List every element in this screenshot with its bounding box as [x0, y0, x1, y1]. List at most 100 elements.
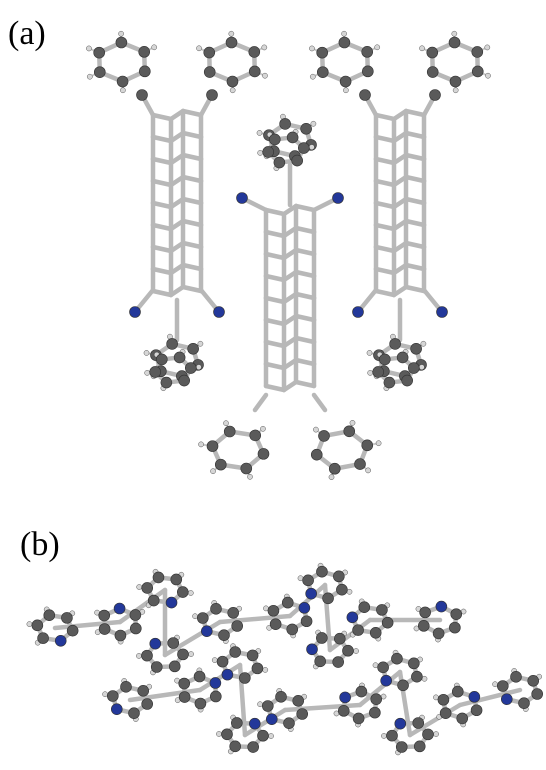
atom	[387, 730, 398, 741]
atom	[207, 90, 218, 101]
atom	[196, 46, 201, 51]
atom	[333, 193, 344, 204]
atom	[378, 662, 389, 673]
atom	[44, 610, 55, 621]
bond	[406, 265, 424, 269]
bond	[296, 294, 314, 298]
bond	[376, 247, 394, 251]
atom	[102, 692, 107, 697]
atom	[231, 717, 242, 728]
atom	[420, 607, 431, 618]
bond	[183, 133, 201, 137]
atom	[298, 143, 309, 154]
atom	[32, 620, 43, 631]
atom	[128, 708, 139, 719]
atom	[362, 66, 373, 77]
atom	[222, 669, 233, 680]
atom	[418, 620, 429, 631]
atom	[150, 638, 161, 649]
atom	[262, 45, 267, 50]
atom	[356, 686, 367, 697]
atom	[248, 742, 259, 753]
bond	[296, 250, 314, 254]
atom	[362, 440, 373, 451]
atom	[370, 627, 381, 638]
atom	[86, 46, 91, 51]
molecule-art	[27, 31, 543, 755]
bond	[376, 159, 394, 163]
atom	[215, 459, 226, 470]
atom	[282, 597, 293, 608]
atom	[130, 307, 141, 318]
figure: (a) (b)	[0, 0, 546, 770]
atom	[501, 694, 512, 705]
atom	[61, 612, 72, 623]
atom	[532, 688, 543, 699]
atom	[316, 566, 327, 577]
atom	[151, 661, 162, 672]
atom	[430, 90, 441, 101]
atom	[150, 366, 161, 377]
panel-label: (a)	[8, 15, 46, 52]
atom	[301, 616, 312, 627]
atom	[136, 653, 141, 658]
bond	[183, 155, 201, 159]
atom	[139, 46, 150, 57]
bond	[266, 386, 284, 390]
atom	[336, 584, 347, 595]
atom	[452, 686, 463, 697]
atom	[408, 363, 419, 374]
bond	[406, 111, 424, 115]
atom	[471, 705, 482, 716]
atom	[311, 449, 322, 460]
atom	[438, 694, 449, 705]
bond	[266, 342, 284, 346]
atom	[232, 620, 243, 631]
atom	[317, 67, 328, 78]
atom	[204, 67, 215, 78]
atom	[87, 74, 92, 79]
atom	[188, 651, 193, 656]
atom	[252, 663, 263, 674]
atom	[299, 602, 310, 613]
atom	[168, 638, 179, 649]
atom	[297, 708, 308, 719]
atom	[311, 121, 316, 126]
atom	[130, 623, 141, 634]
atom	[381, 675, 392, 686]
bond	[376, 269, 394, 273]
atom	[381, 733, 386, 738]
bond	[153, 225, 171, 229]
atom	[249, 718, 260, 729]
atom	[287, 132, 298, 143]
atom	[492, 682, 497, 687]
atom	[309, 145, 314, 150]
atom	[433, 731, 438, 736]
atom	[301, 123, 312, 134]
atom	[276, 691, 287, 702]
atom	[258, 448, 269, 459]
atom	[440, 708, 451, 719]
atom	[353, 307, 364, 318]
bond	[255, 395, 266, 410]
atom	[329, 463, 340, 474]
atom	[257, 130, 262, 135]
atom	[115, 630, 126, 641]
bond	[183, 243, 201, 247]
atom	[343, 88, 348, 93]
atom	[153, 572, 164, 583]
bond	[376, 225, 394, 229]
bond	[406, 243, 424, 247]
atom	[433, 628, 444, 639]
atom	[340, 76, 351, 87]
bond	[406, 155, 424, 159]
atom	[274, 157, 285, 168]
atom	[185, 363, 196, 374]
atom	[360, 90, 371, 101]
atom	[166, 597, 177, 608]
bond	[266, 364, 284, 368]
atom	[67, 625, 78, 636]
atom	[138, 685, 149, 696]
atom	[99, 624, 110, 635]
atom	[413, 718, 424, 729]
